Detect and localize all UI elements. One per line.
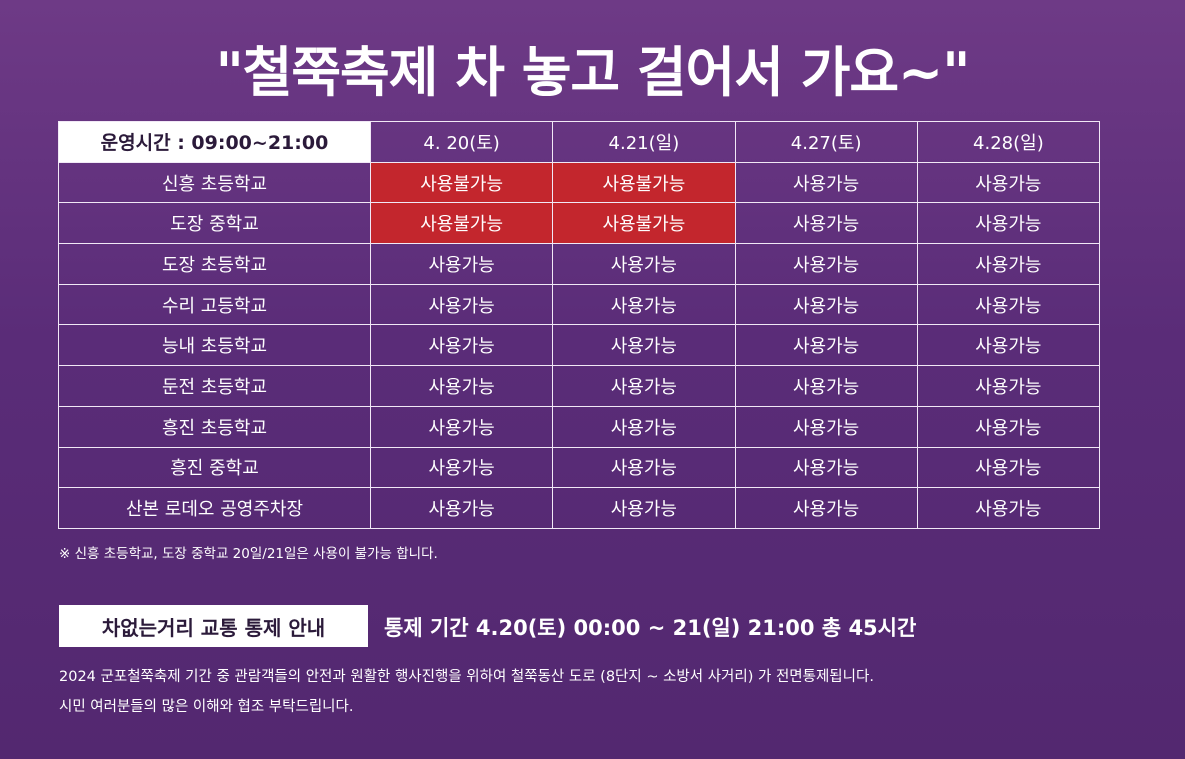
location-name: 흥진 초등학교 <box>58 405 371 448</box>
status-cell: 사용가능 <box>916 446 1101 489</box>
location-name: 산본 로데오 공영주차장 <box>58 487 371 529</box>
status-cell: 사용가능 <box>734 324 918 367</box>
status-cell: 사용가능 <box>552 487 736 529</box>
table-row: 흥진 중학교 사용가능 사용가능 사용가능 사용가능 <box>58 446 1101 489</box>
status-cell: 사용불가능 <box>369 161 554 204</box>
status-cell: 사용가능 <box>369 324 554 367</box>
status-cell: 사용가능 <box>916 161 1101 204</box>
status-cell: 사용가능 <box>369 283 554 326</box>
location-name: 둔전 초등학교 <box>58 365 371 407</box>
status-cell: 사용가능 <box>369 405 554 448</box>
date-header: 4.21(일) <box>552 121 736 163</box>
status-cell: 사용가능 <box>552 365 736 407</box>
status-cell: 사용가능 <box>369 446 554 489</box>
status-cell: 사용가능 <box>916 283 1101 326</box>
date-header: 4. 20(토) <box>369 121 554 163</box>
status-cell: 사용가능 <box>369 243 554 285</box>
date-header: 4.27(토) <box>734 121 918 163</box>
status-cell: 사용가능 <box>916 202 1101 245</box>
status-cell: 사용가능 <box>552 324 736 367</box>
status-cell: 사용가능 <box>916 487 1101 529</box>
status-cell: 사용가능 <box>916 324 1101 367</box>
table-row: 신흥 초등학교 사용불가능 사용불가능 사용가능 사용가능 <box>58 161 1101 204</box>
status-cell: 사용가능 <box>552 405 736 448</box>
location-name: 흥진 중학교 <box>58 446 371 489</box>
status-cell: 사용가능 <box>552 283 736 326</box>
location-name: 도장 중학교 <box>58 202 371 245</box>
traffic-control-badge: 차없는거리 교통 통제 안내 <box>59 605 368 647</box>
status-cell: 사용가능 <box>734 446 918 489</box>
location-name: 신흥 초등학교 <box>58 161 371 204</box>
status-cell: 사용가능 <box>552 446 736 489</box>
status-cell: 사용가능 <box>552 243 736 285</box>
operating-hours-label: 운영시간 : 09:00~21:00 <box>58 121 371 163</box>
traffic-control-description: 2024 군포철쭉축제 기간 중 관람객들의 안전과 원활한 행사진행을 위하여… <box>59 662 1159 722</box>
traffic-control-period: 통제 기간 4.20(토) 00:00 ~ 21(일) 21:00 총 45시간 <box>384 616 917 640</box>
parking-schedule-table: 운영시간 : 09:00~21:00 4. 20(토) 4.21(일) 4.27… <box>58 121 1101 529</box>
status-cell: 사용가능 <box>916 365 1101 407</box>
parking-note: ※ 신흥 초등학교, 도장 중학교 20일/21일은 사용이 불가능 합니다. <box>59 546 438 562</box>
status-cell: 사용가능 <box>734 365 918 407</box>
description-line: 2024 군포철쭉축제 기간 중 관람객들의 안전과 원활한 행사진행을 위하여… <box>59 669 874 685</box>
table-row: 도장 초등학교 사용가능 사용가능 사용가능 사용가능 <box>58 243 1101 285</box>
status-cell: 사용가능 <box>734 243 918 285</box>
description-line: 시민 여러분들의 많은 이해와 협조 부탁드립니다. <box>59 699 354 715</box>
status-cell: 사용가능 <box>734 161 918 204</box>
status-cell: 사용가능 <box>369 365 554 407</box>
status-cell: 사용가능 <box>916 243 1101 285</box>
location-name: 도장 초등학교 <box>58 243 371 285</box>
date-header: 4.28(일) <box>916 121 1101 163</box>
status-cell: 사용불가능 <box>552 161 736 204</box>
table-row: 산본 로데오 공영주차장 사용가능 사용가능 사용가능 사용가능 <box>58 487 1101 529</box>
status-cell: 사용불가능 <box>552 202 736 245</box>
traffic-control-badge-label: 차없는거리 교통 통제 안내 <box>101 615 326 640</box>
table-row: 흥진 초등학교 사용가능 사용가능 사용가능 사용가능 <box>58 405 1101 448</box>
table-row: 수리 고등학교 사용가능 사용가능 사용가능 사용가능 <box>58 283 1101 326</box>
table-row: 둔전 초등학교 사용가능 사용가능 사용가능 사용가능 <box>58 365 1101 407</box>
location-name: 수리 고등학교 <box>58 283 371 326</box>
status-cell: 사용가능 <box>369 487 554 529</box>
status-cell: 사용가능 <box>734 202 918 245</box>
table-row: 능내 초등학교 사용가능 사용가능 사용가능 사용가능 <box>58 324 1101 367</box>
status-cell: 사용가능 <box>734 283 918 326</box>
table-row: 도장 중학교 사용불가능 사용불가능 사용가능 사용가능 <box>58 202 1101 245</box>
table-header-row: 운영시간 : 09:00~21:00 4. 20(토) 4.21(일) 4.27… <box>58 121 1101 163</box>
status-cell: 사용불가능 <box>369 202 554 245</box>
page-title: "철쭉축제 차 놓고 걸어서 가요~" <box>215 41 971 104</box>
status-cell: 사용가능 <box>734 405 918 448</box>
status-cell: 사용가능 <box>734 487 918 529</box>
location-name: 능내 초등학교 <box>58 324 371 367</box>
status-cell: 사용가능 <box>916 405 1101 448</box>
